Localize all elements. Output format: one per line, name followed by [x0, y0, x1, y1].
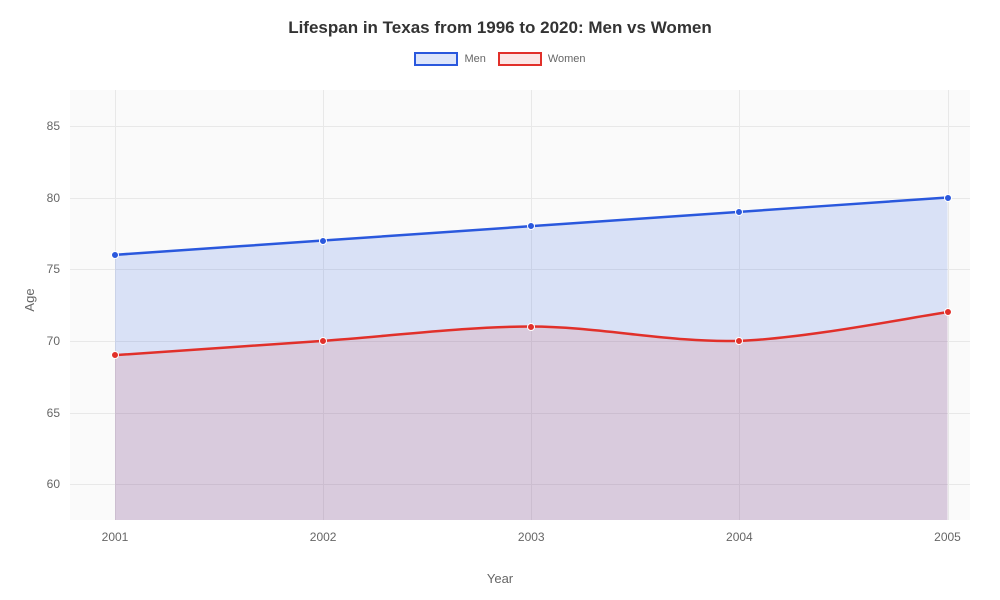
y-tick-label: 85: [47, 119, 70, 133]
plot-area: 606570758085 20012002200320042005: [70, 90, 970, 520]
y-axis-label: Age: [22, 288, 37, 311]
data-point-marker: [111, 351, 119, 359]
data-point-marker: [527, 222, 535, 230]
legend-swatch-men: [414, 52, 458, 66]
data-point-marker: [735, 208, 743, 216]
data-point-marker: [527, 323, 535, 331]
data-point-marker: [735, 337, 743, 345]
x-axis-label: Year: [487, 571, 513, 586]
legend-item-men: Men: [414, 52, 485, 66]
y-tick-label: 75: [47, 262, 70, 276]
x-tick-label: 2005: [934, 520, 961, 544]
data-point-marker: [944, 194, 952, 202]
chart-container: Lifespan in Texas from 1996 to 2020: Men…: [0, 0, 1000, 600]
data-point-marker: [319, 237, 327, 245]
data-point-marker: [944, 308, 952, 316]
data-point-marker: [111, 251, 119, 259]
legend-swatch-women: [498, 52, 542, 66]
x-tick-label: 2001: [102, 520, 129, 544]
y-tick-label: 80: [47, 191, 70, 205]
y-tick-label: 70: [47, 334, 70, 348]
data-point-marker: [319, 337, 327, 345]
x-tick-label: 2004: [726, 520, 753, 544]
legend-item-women: Women: [498, 52, 586, 66]
legend-label-men: Men: [464, 53, 485, 65]
x-tick-label: 2003: [518, 520, 545, 544]
plot-svg: [70, 90, 970, 520]
y-tick-label: 65: [47, 406, 70, 420]
x-tick-label: 2002: [310, 520, 337, 544]
legend: Men Women: [0, 52, 1000, 66]
legend-label-women: Women: [548, 53, 586, 65]
y-tick-label: 60: [47, 477, 70, 491]
chart-title: Lifespan in Texas from 1996 to 2020: Men…: [0, 0, 1000, 38]
